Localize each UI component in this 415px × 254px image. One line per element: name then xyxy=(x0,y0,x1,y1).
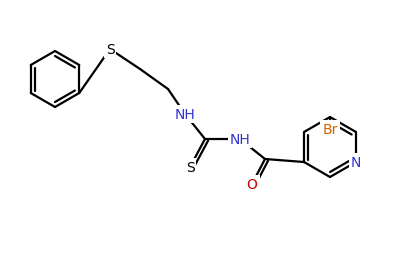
Text: NH: NH xyxy=(229,133,250,146)
Text: S: S xyxy=(186,160,194,174)
Text: O: O xyxy=(247,177,257,191)
Text: N: N xyxy=(351,155,361,169)
Text: Br: Br xyxy=(322,122,338,136)
Text: S: S xyxy=(106,43,115,57)
Text: NH: NH xyxy=(175,108,195,121)
